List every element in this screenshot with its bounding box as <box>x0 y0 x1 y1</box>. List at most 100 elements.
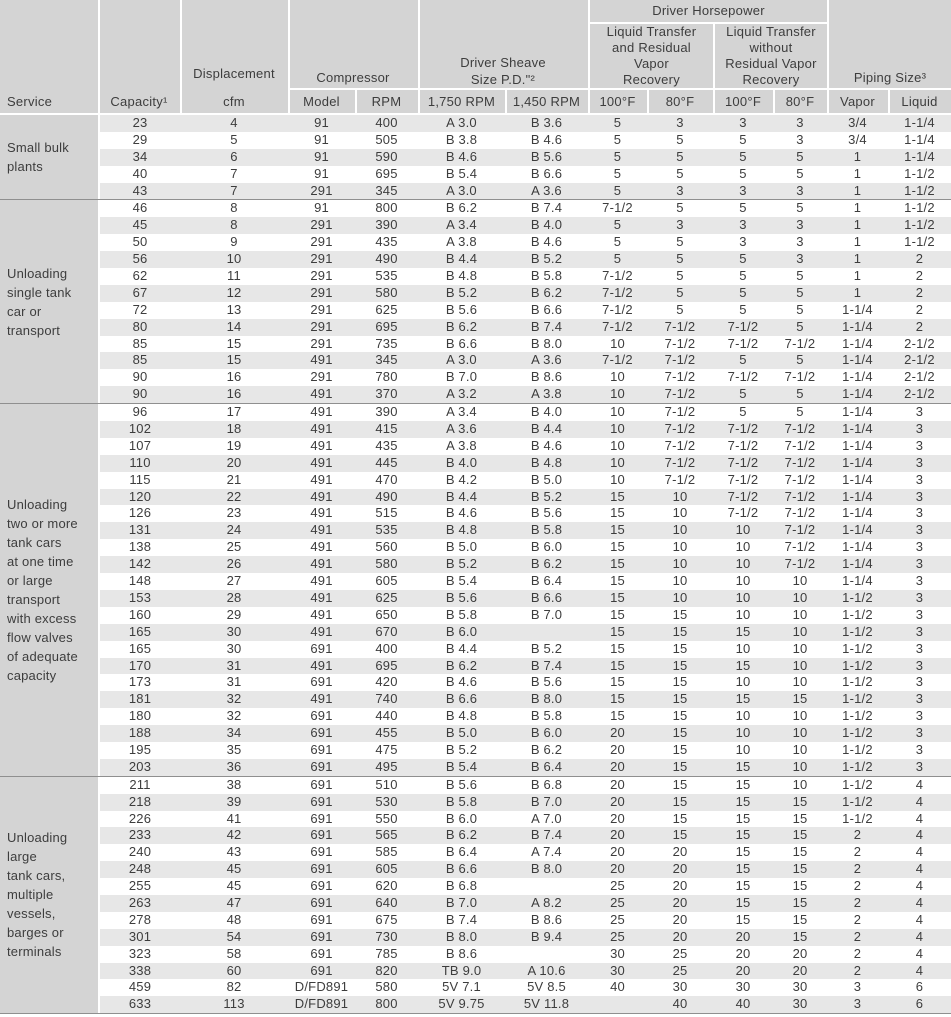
cell-sheave-1450-rpm: A 7.4 <box>531 844 562 860</box>
cell-hp-without-recovery-100f: 7-1/2 <box>727 454 759 470</box>
cell-hp-without-recovery-80f: 7-1/2 <box>784 556 816 572</box>
cell-sheave-1450-rpm: B 6.0 <box>530 725 563 741</box>
table-row: 142 26 491 580 B 5.2 B 6.2 15 10 10 7-1/2 1-1/4 3 <box>100 556 951 574</box>
cell-hp-with-recovery-100f: 20 <box>610 810 625 826</box>
cell-rpm: 490 <box>375 251 398 267</box>
cell-rpm: 735 <box>375 335 398 351</box>
cell-piping-liquid: 4 <box>915 844 924 860</box>
cell-sheave-1450-rpm: B 7.0 <box>530 606 563 622</box>
cell-piping-vapor: 1-1/4 <box>842 335 873 351</box>
table-row: 120 22 491 490 B 4.4 B 5.2 15 10 7-1/2 7-1/2 1-1/4… <box>100 488 951 506</box>
cell-hp-with-recovery-80f: 15 <box>672 691 688 707</box>
cell-capacity: 263 <box>128 894 152 910</box>
cell-hp-without-recovery-80f: 10 <box>792 674 808 690</box>
cell-hp-without-recovery-80f: 5 <box>796 268 804 284</box>
cell-hp-with-recovery-80f: 5 <box>676 200 684 216</box>
cell-piping-liquid: 4 <box>915 793 924 809</box>
cell-capacity: 160 <box>128 606 152 622</box>
cell-capacity: 102 <box>128 421 152 437</box>
cell-piping-liquid: 3 <box>915 437 924 453</box>
cell-model: D/FD891 <box>294 979 349 995</box>
cell-hp-with-recovery-100f: 5 <box>613 148 622 164</box>
cell-hp-without-recovery-80f: 10 <box>792 640 808 656</box>
cell-rpm: 515 <box>375 505 398 521</box>
cell-piping-vapor: 3 <box>853 979 862 995</box>
cell-piping-vapor: 1-1/4 <box>842 404 873 420</box>
cell-piping-liquid: 3 <box>915 404 924 420</box>
column-divider <box>888 90 890 113</box>
hp-with-80f-column-header: 80°F <box>665 94 695 109</box>
table-row: 40 7 91 695 B 5.4 B 6.6 5 5 5 5 1 1-1/2 <box>100 165 951 183</box>
cell-hp-with-recovery-80f: 5 <box>676 251 684 267</box>
cell-piping-liquid: 1-1/2 <box>904 165 935 181</box>
cell-hp-without-recovery-80f: 3 <box>796 251 804 267</box>
cell-piping-liquid: 4 <box>915 810 924 826</box>
cell-piping-liquid: 1-1/2 <box>904 200 935 216</box>
cell-hp-with-recovery-100f: 15 <box>610 505 625 521</box>
cell-displacement-cfm: 14 <box>226 318 242 334</box>
cell-sheave-1450-rpm: B 6.8 <box>530 776 563 792</box>
cell-rpm: 505 <box>375 131 398 147</box>
cell-model: 691 <box>310 741 333 757</box>
cell-hp-with-recovery-80f: 20 <box>672 861 688 877</box>
cell-sheave-1450-rpm: B 6.2 <box>530 284 563 300</box>
cell-displacement-cfm: 15 <box>226 335 242 351</box>
cell-capacity: 110 <box>129 454 151 470</box>
cell-sheave-1450-rpm: B 5.2 <box>530 488 563 504</box>
cell-model: 91 <box>314 131 329 147</box>
cell-piping-vapor: 1-1/4 <box>842 522 873 538</box>
cell-piping-vapor: 1 <box>853 268 862 284</box>
cell-displacement-cfm: 10 <box>226 251 242 267</box>
cell-displacement-cfm: 113 <box>223 996 245 1012</box>
table-row: 131 24 491 535 B 4.8 B 5.8 15 10 10 7-1/2 1-1/4 3 <box>100 522 951 540</box>
cell-rpm: 640 <box>375 894 398 910</box>
cell-model: 491 <box>310 539 333 555</box>
cell-piping-liquid: 3 <box>915 741 924 757</box>
cell-hp-with-recovery-80f: 15 <box>672 708 688 724</box>
cell-piping-liquid: 2-1/2 <box>904 386 935 402</box>
table-row: 165 30 491 670 B 6.0 15 15 15 10 1-1/2 3 <box>100 623 951 641</box>
cell-piping-vapor: 2 <box>853 861 862 877</box>
service-section: Unloading two or more tank cars at one t… <box>0 403 951 776</box>
cell-hp-with-recovery-80f: 7-1/2 <box>664 404 696 420</box>
table-row: 218 39 691 530 B 5.8 B 7.0 20 15 15 15 1-1/2 4 <box>100 793 951 811</box>
cell-hp-with-recovery-80f: 5 <box>676 131 684 147</box>
cell-hp-without-recovery-80f: 20 <box>792 962 808 978</box>
table-row: 23 4 91 400 A 3.0 B 3.6 5 3 3 3 3/4 1-1/4 <box>100 115 951 132</box>
cell-displacement-cfm: 38 <box>226 776 242 792</box>
cell-hp-without-recovery-80f: 5 <box>796 352 804 368</box>
cell-displacement-cfm: 13 <box>226 301 242 317</box>
cell-piping-liquid: 3 <box>915 421 924 437</box>
cell-displacement-cfm: 41 <box>226 810 242 826</box>
cell-piping-vapor: 1-1/4 <box>842 539 873 555</box>
cell-capacity: 40 <box>132 165 148 181</box>
cell-displacement-cfm: 11 <box>227 268 241 284</box>
cell-sheave-1750-rpm: A 3.4 <box>446 404 477 420</box>
cell-piping-vapor: 1-1/4 <box>842 369 873 385</box>
cell-hp-with-recovery-100f: 5 <box>613 234 622 250</box>
cell-hp-without-recovery-80f: 3 <box>796 217 804 233</box>
cell-sheave-1750-rpm: B 6.6 <box>445 335 478 351</box>
cell-model: 491 <box>310 454 333 470</box>
cell-sheave-1450-rpm: B 7.4 <box>530 657 563 673</box>
cell-model: 291 <box>310 284 333 300</box>
cell-model: 691 <box>310 962 333 978</box>
cell-hp-without-recovery-100f: 3 <box>739 115 747 130</box>
table-row: 203 36 691 495 B 5.4 B 6.4 20 15 15 10 1-1/2 3 <box>100 758 951 776</box>
cell-hp-with-recovery-100f: 15 <box>610 623 625 639</box>
table-row: 188 34 691 455 B 5.0 B 6.0 20 15 10 10 1-1/2 3 <box>100 725 951 742</box>
cell-displacement-cfm: 45 <box>226 861 242 877</box>
cell-model: 291 <box>310 217 333 233</box>
cell-sheave-1450-rpm: B 5.2 <box>530 251 563 267</box>
cell-rpm: 415 <box>375 421 398 437</box>
cell-displacement-cfm: 16 <box>226 369 242 385</box>
cell-model: 91 <box>314 200 329 216</box>
cell-sheave-1750-rpm: B 6.6 <box>445 861 478 877</box>
cell-piping-vapor: 2 <box>853 894 862 910</box>
cell-hp-without-recovery-80f: 3 <box>796 115 804 130</box>
cell-capacity: 90 <box>132 386 148 402</box>
column-divider <box>288 0 290 113</box>
cell-hp-without-recovery-100f: 7-1/2 <box>727 318 759 334</box>
cell-hp-with-recovery-100f: 20 <box>610 827 625 843</box>
cell-hp-with-recovery-100f: 30 <box>610 962 625 978</box>
